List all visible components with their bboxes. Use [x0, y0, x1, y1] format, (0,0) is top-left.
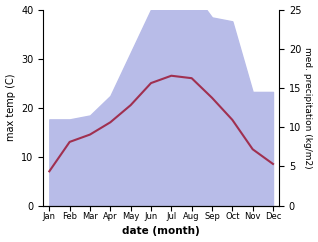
- Y-axis label: med. precipitation (kg/m2): med. precipitation (kg/m2): [303, 47, 313, 168]
- X-axis label: date (month): date (month): [122, 227, 200, 236]
- Y-axis label: max temp (C): max temp (C): [5, 74, 16, 141]
